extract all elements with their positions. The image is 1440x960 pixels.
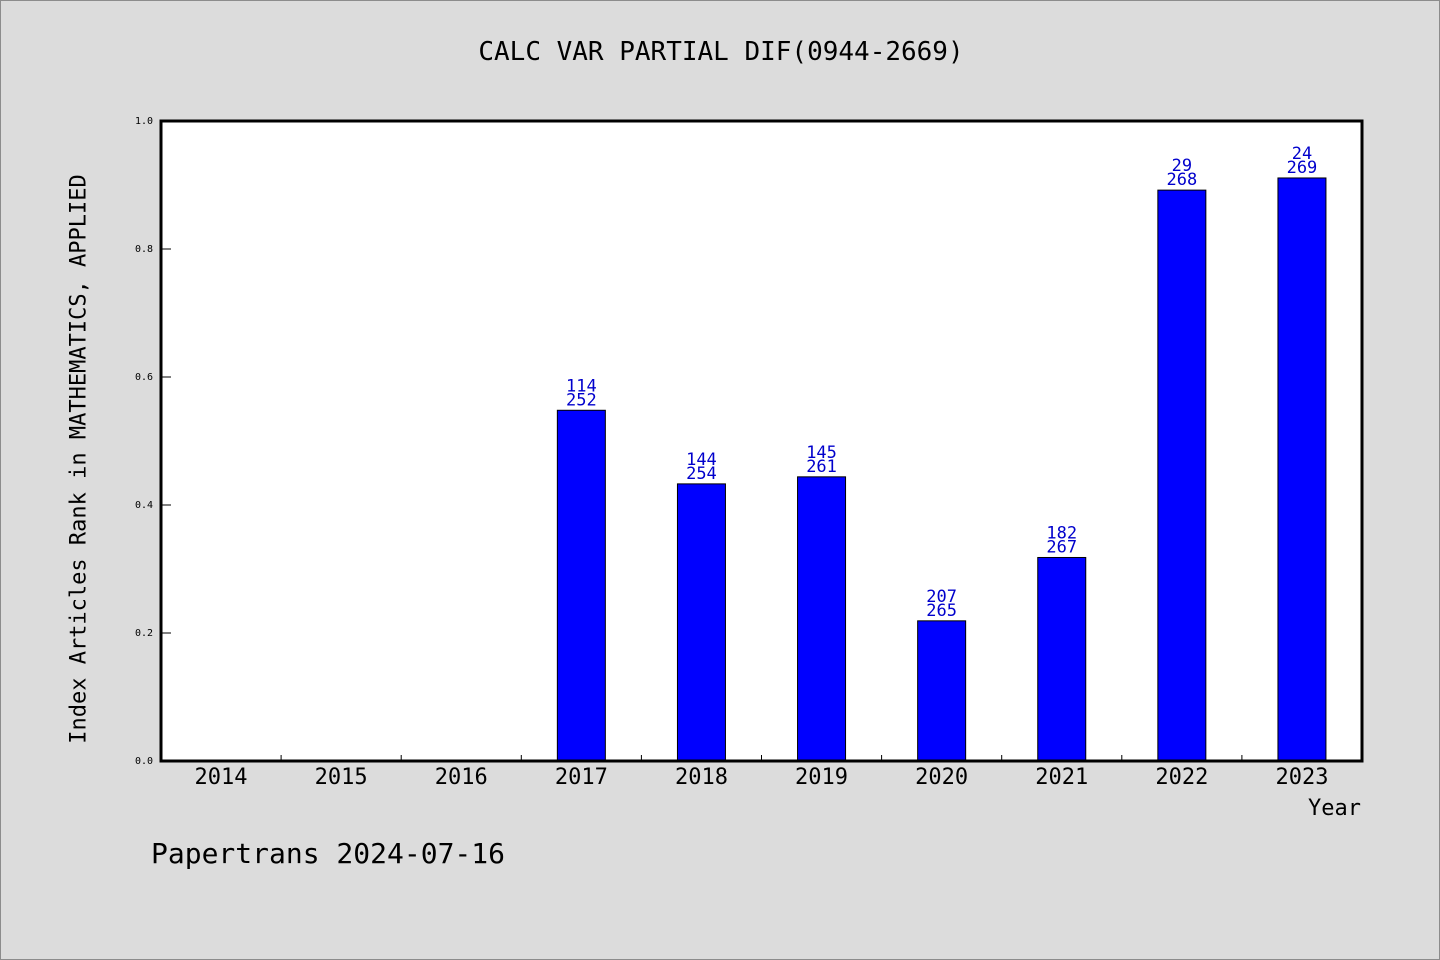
- plot-border: [159, 119, 1364, 763]
- bar: [1037, 556, 1087, 762]
- bar-rank-label: 182: [1046, 523, 1077, 543]
- y-tick-label: 0.8: [135, 244, 153, 255]
- bar-rank-label: 144: [686, 450, 717, 470]
- bar-total-label: 267: [1046, 537, 1077, 557]
- y-tick-label: 0.4: [135, 500, 153, 511]
- y-tick-label: 0.0: [135, 756, 153, 767]
- bar: [1277, 177, 1327, 762]
- bar-total-label: 265: [926, 601, 957, 621]
- bar-rank-label: 207: [926, 587, 957, 607]
- bar: [917, 620, 967, 762]
- bar-rank-label: 29: [1172, 156, 1192, 176]
- bar-rank-label: 145: [806, 443, 837, 463]
- bar-total-label: 261: [806, 457, 837, 477]
- y-tick-label: 1.0: [135, 116, 153, 127]
- x-tick-label: 2023: [1275, 765, 1328, 790]
- bar: [556, 409, 606, 762]
- x-axis-label: Year: [1308, 796, 1361, 821]
- x-tick-label: 2021: [1035, 765, 1088, 790]
- bar-total-label: 254: [686, 464, 717, 484]
- y-tick-label: 0.2: [135, 628, 153, 639]
- x-tick-label: 2020: [915, 765, 968, 790]
- bar-total-label: 269: [1287, 158, 1318, 178]
- bar-rank-label: 24: [1292, 144, 1312, 164]
- y-tick-label: 0.6: [135, 372, 153, 383]
- x-tick-label: 2022: [1155, 765, 1208, 790]
- bar-total-label: 268: [1166, 170, 1197, 190]
- x-tick-label: 2014: [195, 765, 248, 790]
- x-tick-label: 2016: [435, 765, 488, 790]
- footer-credit: Papertrans 2024-07-16: [151, 837, 506, 870]
- bar-total-label: 252: [566, 390, 597, 410]
- x-tick-label: 2019: [795, 765, 848, 790]
- bar: [797, 476, 847, 762]
- bar-rank-label: 114: [566, 376, 597, 396]
- x-tick-label: 2018: [675, 765, 728, 790]
- chart-title: CALC VAR PARTIAL DIF(0944-2669): [478, 37, 964, 67]
- bar: [1157, 189, 1207, 762]
- x-tick-label: 2015: [315, 765, 368, 790]
- bar: [676, 483, 726, 762]
- x-tick-label: 2017: [555, 765, 608, 790]
